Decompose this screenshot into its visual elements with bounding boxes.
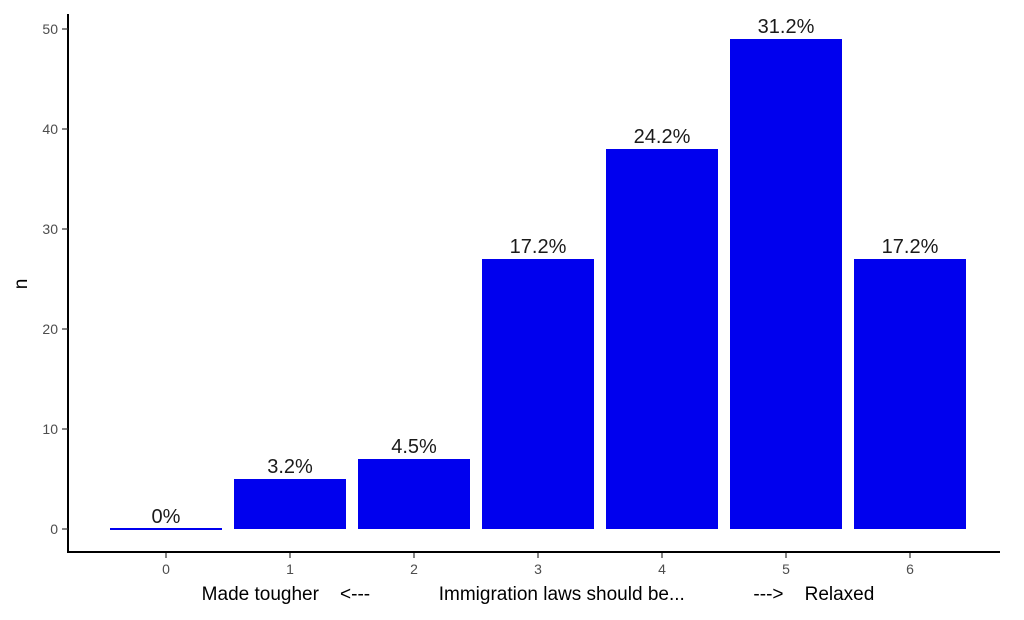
data-label-6: 17.2% [882, 236, 939, 258]
data-label-0: 0% [152, 506, 181, 528]
x-tick-label-0: 0 [162, 561, 170, 577]
bar-4 [606, 149, 718, 529]
x-tick-label-3: 3 [534, 561, 542, 577]
bar-6 [854, 259, 966, 529]
bars [110, 39, 966, 530]
y-tick-label-20: 20 [42, 321, 58, 337]
x-axis-title: Made tougher <--- Immigration laws shoul… [202, 584, 875, 605]
bar-2 [358, 459, 470, 529]
y-tick-label-0: 0 [50, 521, 58, 537]
data-label-5: 31.2% [758, 16, 815, 38]
y-tick-label-30: 30 [42, 221, 58, 237]
x-tick-label-6: 6 [906, 561, 914, 577]
y-tick-label-10: 10 [42, 421, 58, 437]
bar-3 [482, 259, 594, 529]
data-label-2: 4.5% [391, 436, 437, 458]
x-tick-label-2: 2 [410, 561, 418, 577]
bar-5 [730, 39, 842, 529]
data-label-1: 3.2% [267, 456, 313, 478]
bar-0 [110, 528, 222, 530]
x-axis: 0 1 2 3 4 5 6 [67, 551, 1000, 577]
bar-1 [234, 479, 346, 529]
y-tick-label-50: 50 [42, 21, 58, 37]
data-labels: 0% 3.2% 4.5% 17.2% 24.2% 31.2% 17.2% [152, 16, 939, 528]
x-tick-label-1: 1 [286, 561, 294, 577]
x-tick-label-5: 5 [782, 561, 790, 577]
y-axis: 0 10 20 30 40 50 [42, 14, 69, 553]
x-tick-label-4: 4 [658, 561, 666, 577]
y-tick-label-40: 40 [42, 121, 58, 137]
data-label-4: 24.2% [634, 126, 691, 148]
data-label-3: 17.2% [510, 236, 567, 258]
y-axis-title: n [11, 279, 32, 290]
